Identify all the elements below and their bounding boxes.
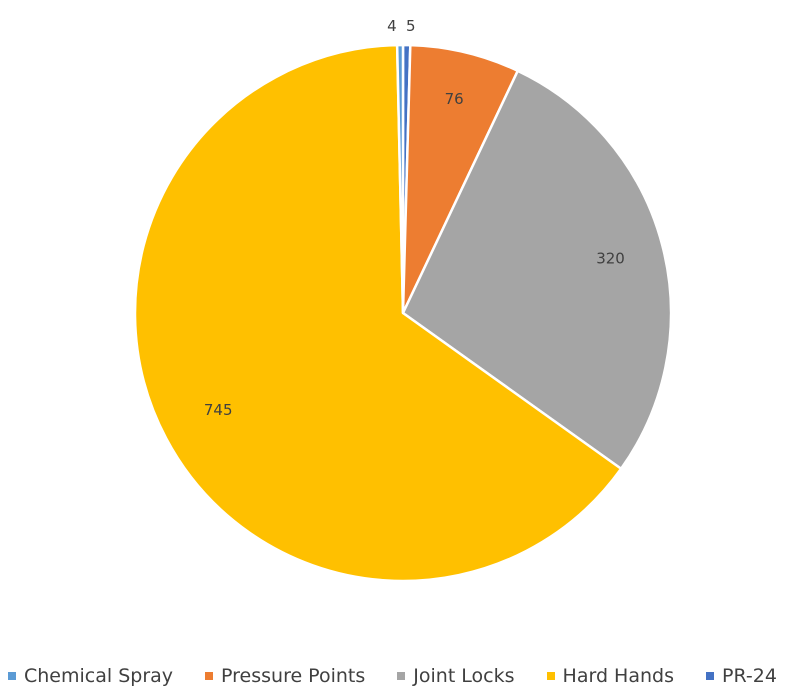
data-label-pr-24: 5 (406, 17, 416, 35)
legend-swatch (705, 672, 714, 680)
legend-item-hard-hands: Hard Hands (546, 665, 674, 687)
legend-label: PR-24 (721, 665, 777, 687)
legend-label: Pressure Points (221, 665, 366, 687)
pie-slice-hard-hands (133, 43, 623, 583)
pie-slice-chemical-spray (395, 43, 405, 315)
pie-slices (133, 43, 673, 583)
legend-swatch (397, 672, 406, 680)
legend-item-pr-24: PR-24 (705, 665, 777, 687)
pie-slice-joint-locks (401, 69, 673, 470)
data-label-chemical-spray: 4 (387, 17, 397, 35)
legend-label: Joint Locks (413, 665, 515, 687)
data-label-hard-hands: 745 (204, 401, 233, 419)
legend-item-chemical-spray: Chemical Spray (8, 665, 173, 687)
legend-swatch (205, 672, 214, 680)
legend: Chemical Spray Pressure Points Joint Locks… (8, 664, 777, 688)
legend-swatch (8, 672, 16, 680)
legend-label: Chemical Spray (24, 665, 174, 687)
data-label-joint-locks: 320 (596, 250, 625, 268)
legend-label: Hard Hands (562, 665, 674, 687)
pie-slice-pressure-points (401, 43, 520, 315)
data-label-pressure-points: 76 (445, 90, 464, 108)
pie-data-labels: 5 76 320 745 4 (204, 17, 625, 419)
legend-swatch (546, 672, 555, 680)
legend-item-pressure-points: Pressure Points (205, 665, 365, 687)
legend-item-joint-locks: Joint Locks (397, 665, 515, 687)
